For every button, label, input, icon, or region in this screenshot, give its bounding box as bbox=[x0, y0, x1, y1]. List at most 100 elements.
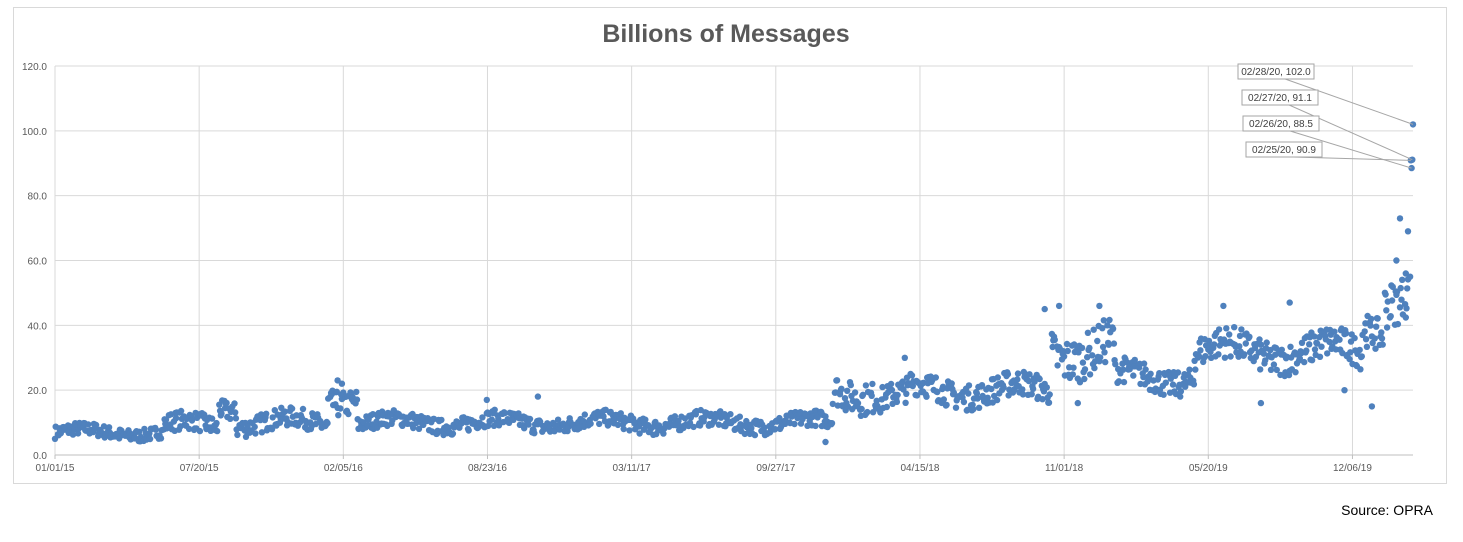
data-point bbox=[636, 430, 643, 437]
data-point bbox=[671, 413, 679, 420]
data-point bbox=[234, 431, 241, 439]
data-point bbox=[1060, 353, 1068, 360]
data-point bbox=[554, 416, 562, 423]
data-point bbox=[1223, 325, 1230, 332]
data-point bbox=[252, 430, 259, 437]
data-point bbox=[1195, 352, 1203, 360]
data-point bbox=[1273, 366, 1281, 374]
data-point bbox=[1368, 403, 1376, 410]
data-point bbox=[1106, 316, 1113, 324]
data-point bbox=[501, 409, 508, 417]
data-point bbox=[1202, 353, 1209, 360]
data-point bbox=[353, 396, 361, 403]
grid-layer bbox=[54, 65, 1413, 456]
data-point bbox=[1140, 360, 1148, 367]
data-point bbox=[1372, 345, 1379, 352]
data-point bbox=[1069, 371, 1077, 378]
data-point bbox=[1055, 302, 1063, 310]
data-point bbox=[185, 425, 193, 433]
data-point bbox=[491, 406, 498, 413]
data-point bbox=[1101, 349, 1108, 356]
data-point bbox=[893, 398, 901, 406]
data-point bbox=[1311, 333, 1318, 340]
data-point bbox=[841, 395, 849, 402]
data-point bbox=[1100, 317, 1108, 324]
data-point bbox=[1378, 329, 1385, 336]
data-point bbox=[172, 415, 180, 422]
data-point bbox=[1318, 343, 1325, 350]
data-point bbox=[943, 401, 950, 409]
data-point bbox=[1394, 320, 1402, 328]
data-point bbox=[1142, 366, 1149, 373]
data-point bbox=[1197, 347, 1204, 354]
data-point bbox=[1404, 228, 1412, 235]
data-point bbox=[531, 430, 538, 437]
data-point bbox=[1403, 305, 1410, 312]
data-point bbox=[1301, 358, 1308, 366]
data-point bbox=[1109, 325, 1117, 332]
data-point bbox=[92, 421, 100, 429]
data-point bbox=[1356, 346, 1363, 354]
data-point bbox=[521, 425, 528, 432]
data-point bbox=[1094, 337, 1101, 345]
data-point bbox=[1316, 353, 1324, 360]
callout-box bbox=[1242, 115, 1320, 132]
data-point bbox=[1262, 357, 1269, 364]
data-point bbox=[242, 433, 250, 440]
x-tick-label: 09/27/17 bbox=[756, 463, 795, 474]
y-tick-label: 0.0 bbox=[33, 451, 47, 462]
callout-label: 02/26/20, 88.5 bbox=[1249, 119, 1313, 130]
data-point bbox=[1079, 359, 1087, 366]
data-point bbox=[869, 409, 877, 416]
data-point bbox=[415, 425, 423, 432]
data-point bbox=[1374, 315, 1381, 322]
data-point bbox=[715, 421, 723, 428]
axis-layer: 0.0 20.0 40.0 60.0 80.0 100.0 120.0 01/01/15 07/… bbox=[22, 62, 1413, 474]
data-point bbox=[1378, 335, 1386, 342]
data-point bbox=[984, 394, 991, 401]
data-point bbox=[483, 396, 490, 404]
data-point bbox=[258, 429, 266, 436]
data-point bbox=[1046, 391, 1053, 398]
data-point bbox=[1097, 354, 1104, 361]
data-point bbox=[1306, 341, 1313, 348]
data-point bbox=[251, 423, 258, 431]
source-note: Source: OPRA bbox=[1341, 502, 1433, 518]
data-point bbox=[1105, 341, 1113, 348]
data-point bbox=[1361, 328, 1368, 335]
data-point bbox=[642, 416, 649, 423]
data-point bbox=[1236, 343, 1243, 350]
x-tick-label: 07/20/15 bbox=[180, 463, 219, 474]
x-tick-label: 08/23/16 bbox=[468, 463, 507, 474]
data-point bbox=[526, 415, 534, 423]
data-point bbox=[1089, 352, 1096, 359]
x-tick-label: 03/11/17 bbox=[613, 463, 652, 474]
data-point bbox=[1408, 164, 1415, 172]
chart-svg: Billions of Messages 0.0 20.0 40.0 60.0 80.0… bbox=[22, 20, 1417, 474]
callout-box bbox=[1237, 63, 1315, 80]
data-point bbox=[213, 419, 220, 427]
data-point bbox=[1260, 350, 1268, 357]
data-point bbox=[515, 410, 522, 417]
data-point bbox=[69, 431, 77, 438]
data-point bbox=[1078, 344, 1086, 352]
data-point bbox=[973, 390, 981, 397]
x-tick-label: 12/06/19 bbox=[1333, 463, 1372, 474]
data-point bbox=[888, 386, 896, 394]
data-point bbox=[1397, 284, 1404, 292]
data-point bbox=[1205, 337, 1213, 345]
data-point bbox=[851, 389, 859, 396]
data-point bbox=[974, 395, 981, 402]
data-point bbox=[263, 410, 270, 417]
data-point bbox=[1367, 322, 1374, 329]
data-point bbox=[1241, 351, 1248, 358]
data-point bbox=[736, 413, 743, 420]
data-point bbox=[879, 383, 886, 391]
data-point bbox=[1298, 339, 1306, 346]
data-point bbox=[1221, 354, 1229, 361]
data-point bbox=[1379, 341, 1386, 348]
data-point bbox=[1096, 302, 1103, 310]
data-point bbox=[923, 393, 930, 400]
data-point bbox=[269, 414, 276, 421]
data-point bbox=[1263, 339, 1270, 346]
